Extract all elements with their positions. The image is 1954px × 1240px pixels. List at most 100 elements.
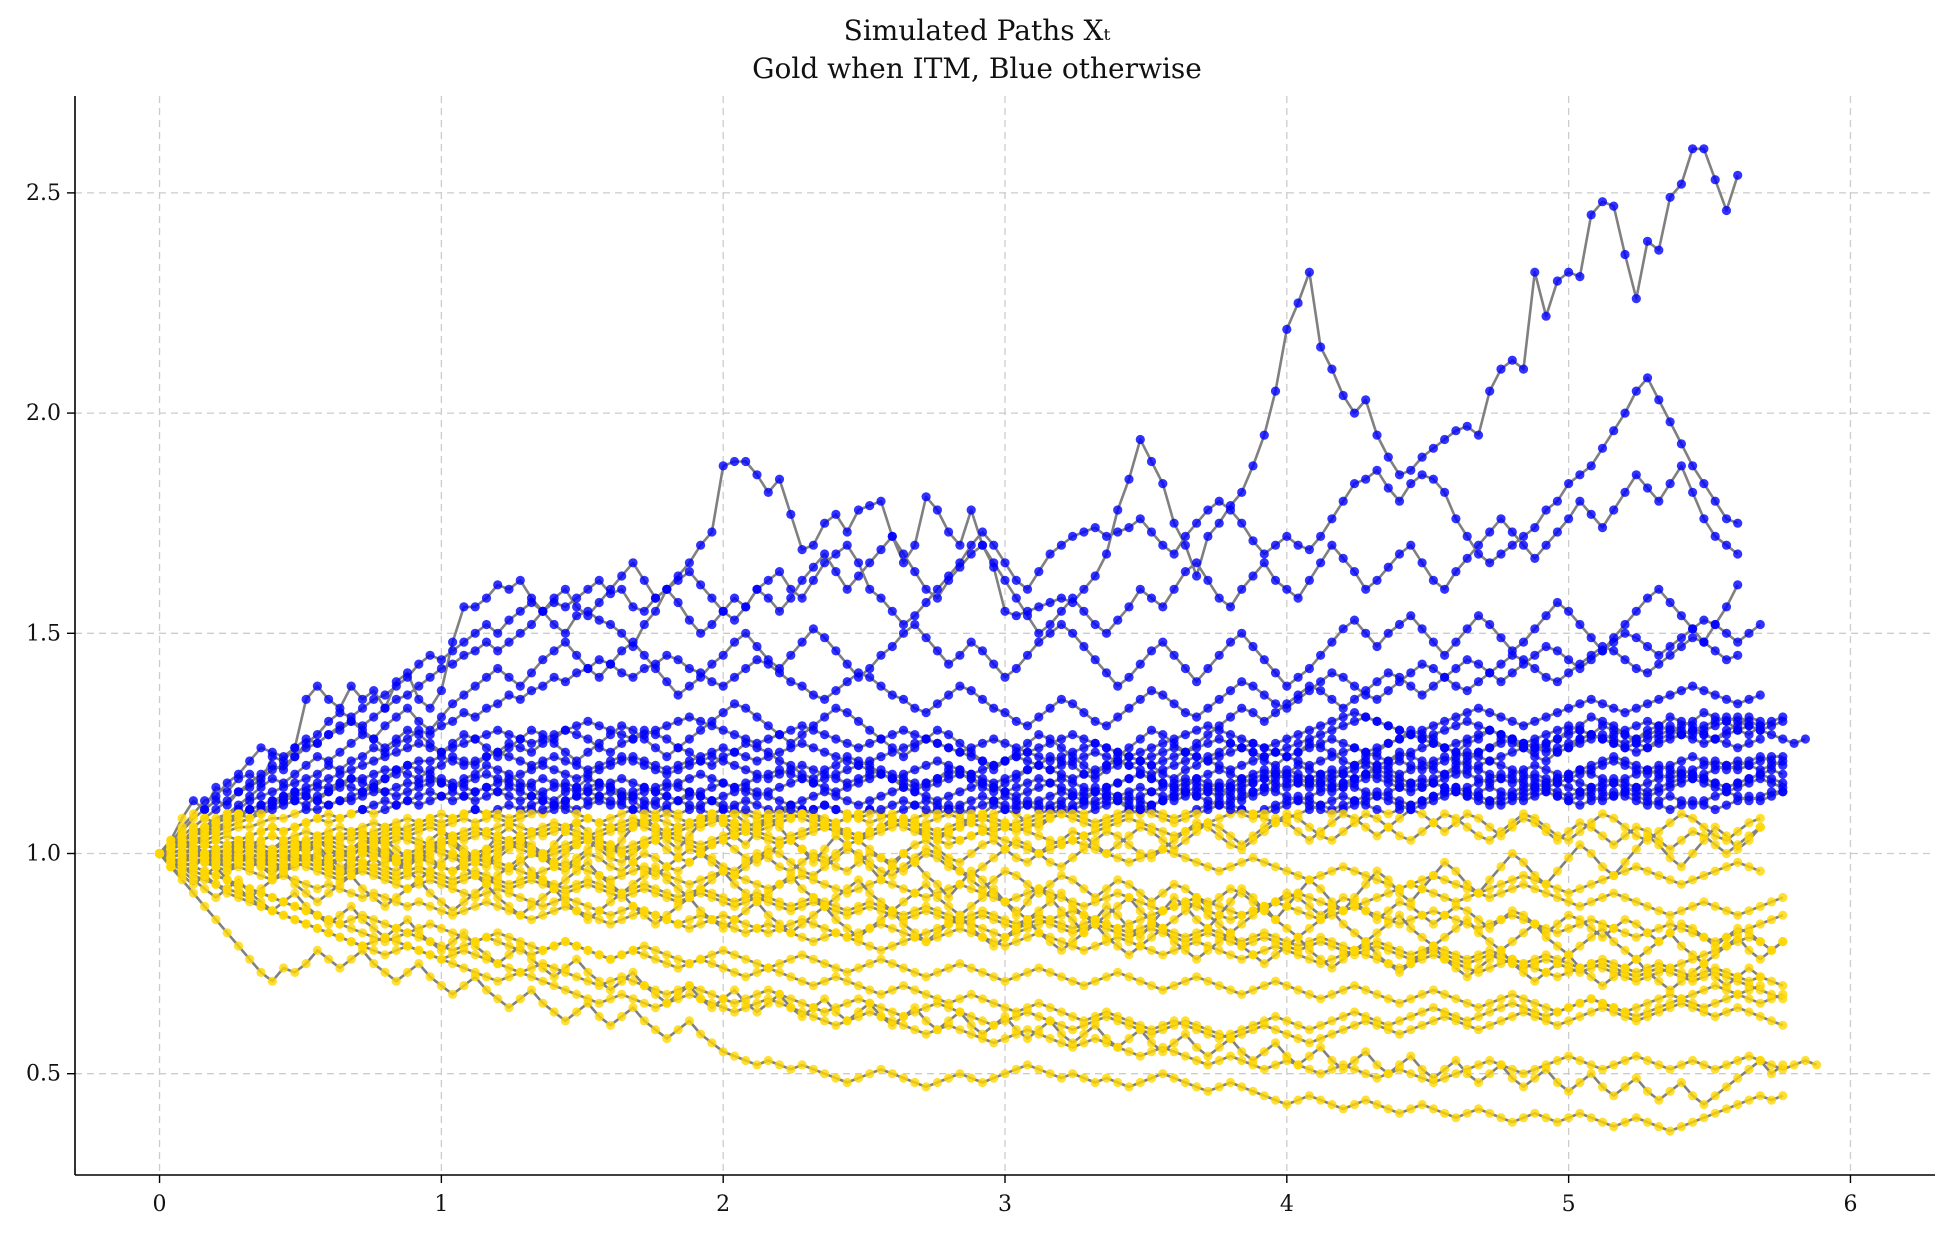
- data-point: [865, 888, 875, 898]
- data-point: [481, 809, 492, 819]
- data-point: [459, 791, 469, 801]
- data-point: [662, 998, 672, 1008]
- data-point: [301, 888, 311, 898]
- data-point: [560, 937, 571, 947]
- data-point: [1755, 813, 1765, 823]
- data-point: [1394, 800, 1405, 810]
- data-point: [515, 994, 525, 1004]
- data-point: [1270, 738, 1281, 749]
- data-point: [910, 703, 920, 713]
- data-point: [1394, 884, 1405, 894]
- data-point: [831, 549, 841, 559]
- data-point: [1034, 730, 1044, 740]
- data-point: [752, 967, 762, 978]
- data-point: [1113, 712, 1123, 722]
- data-point: [831, 1003, 841, 1013]
- data-point: [639, 756, 649, 766]
- data-point: [1225, 738, 1236, 749]
- data-point: [1406, 782, 1416, 793]
- data-point: [459, 897, 469, 907]
- data-point: [1270, 1011, 1281, 1022]
- data-point: [853, 981, 864, 991]
- data-point: [898, 725, 909, 735]
- data-point: [977, 1077, 988, 1088]
- data-point: [346, 915, 356, 925]
- data-point: [1631, 1011, 1641, 1022]
- data-point: [820, 694, 830, 705]
- data-point: [515, 743, 525, 753]
- data-point: [470, 681, 480, 691]
- data-point: [1372, 954, 1382, 964]
- data-point: [944, 659, 954, 669]
- data-point: [594, 950, 604, 960]
- data-point: [1417, 1007, 1427, 1017]
- data-point: [1361, 897, 1371, 907]
- data-point: [1440, 756, 1450, 766]
- data-point: [1090, 1033, 1100, 1044]
- data-point: [278, 963, 289, 973]
- data-point: [459, 826, 469, 837]
- data-point: [1022, 778, 1033, 788]
- data-point: [459, 963, 469, 973]
- data-point: [1113, 791, 1123, 801]
- data-point: [989, 796, 999, 806]
- data-point: [977, 875, 988, 885]
- data-point: [865, 826, 875, 837]
- data-point: [402, 928, 413, 938]
- data-point: [459, 782, 469, 793]
- data-point: [515, 796, 525, 806]
- data-point: [1394, 778, 1405, 788]
- data-point: [233, 879, 244, 889]
- data-point: [1564, 743, 1574, 753]
- data-point: [1068, 813, 1078, 823]
- data-point: [1293, 738, 1303, 749]
- data-point: [594, 906, 604, 916]
- data-point: [1124, 919, 1134, 929]
- data-point: [1146, 760, 1157, 771]
- data-point: [560, 769, 571, 779]
- data-point: [763, 747, 773, 757]
- data-point: [1079, 734, 1089, 744]
- data-point: [1564, 703, 1574, 713]
- data-point: [1316, 782, 1326, 793]
- data-point: [1259, 743, 1269, 753]
- data-point: [290, 822, 300, 832]
- data-point: [425, 919, 435, 929]
- data-point: [1642, 1117, 1653, 1127]
- data-point: [290, 769, 300, 779]
- data-point: [1451, 738, 1461, 749]
- data-point: [989, 734, 999, 744]
- data-point: [853, 743, 864, 753]
- data-point: [1327, 637, 1337, 647]
- data-point: [1372, 752, 1382, 762]
- data-point: [1124, 703, 1134, 713]
- data-point: [1440, 716, 1450, 727]
- data-point: [887, 531, 897, 542]
- data-point: [538, 822, 548, 832]
- data-point: [245, 791, 255, 801]
- data-point: [718, 708, 728, 718]
- data-point: [650, 659, 661, 669]
- data-point: [346, 756, 356, 766]
- data-point: [1034, 602, 1044, 612]
- data-point: [1733, 826, 1743, 837]
- data-point: [594, 721, 604, 731]
- data-point: [1349, 694, 1360, 705]
- data-point: [650, 760, 661, 771]
- data-point: [1214, 800, 1224, 810]
- data-point: [1440, 434, 1450, 445]
- data-point: [898, 743, 909, 753]
- data-point: [831, 686, 841, 696]
- data-point: [1101, 628, 1112, 638]
- data-point: [324, 915, 334, 925]
- data-point: [763, 659, 773, 669]
- data-point: [1000, 932, 1010, 942]
- data-point: [459, 774, 469, 784]
- data-point: [1045, 813, 1055, 823]
- data-point: [1079, 1073, 1089, 1083]
- data-point: [1101, 901, 1112, 912]
- data-point: [1192, 901, 1202, 912]
- data-point: [493, 663, 503, 674]
- data-point: [1631, 1073, 1641, 1083]
